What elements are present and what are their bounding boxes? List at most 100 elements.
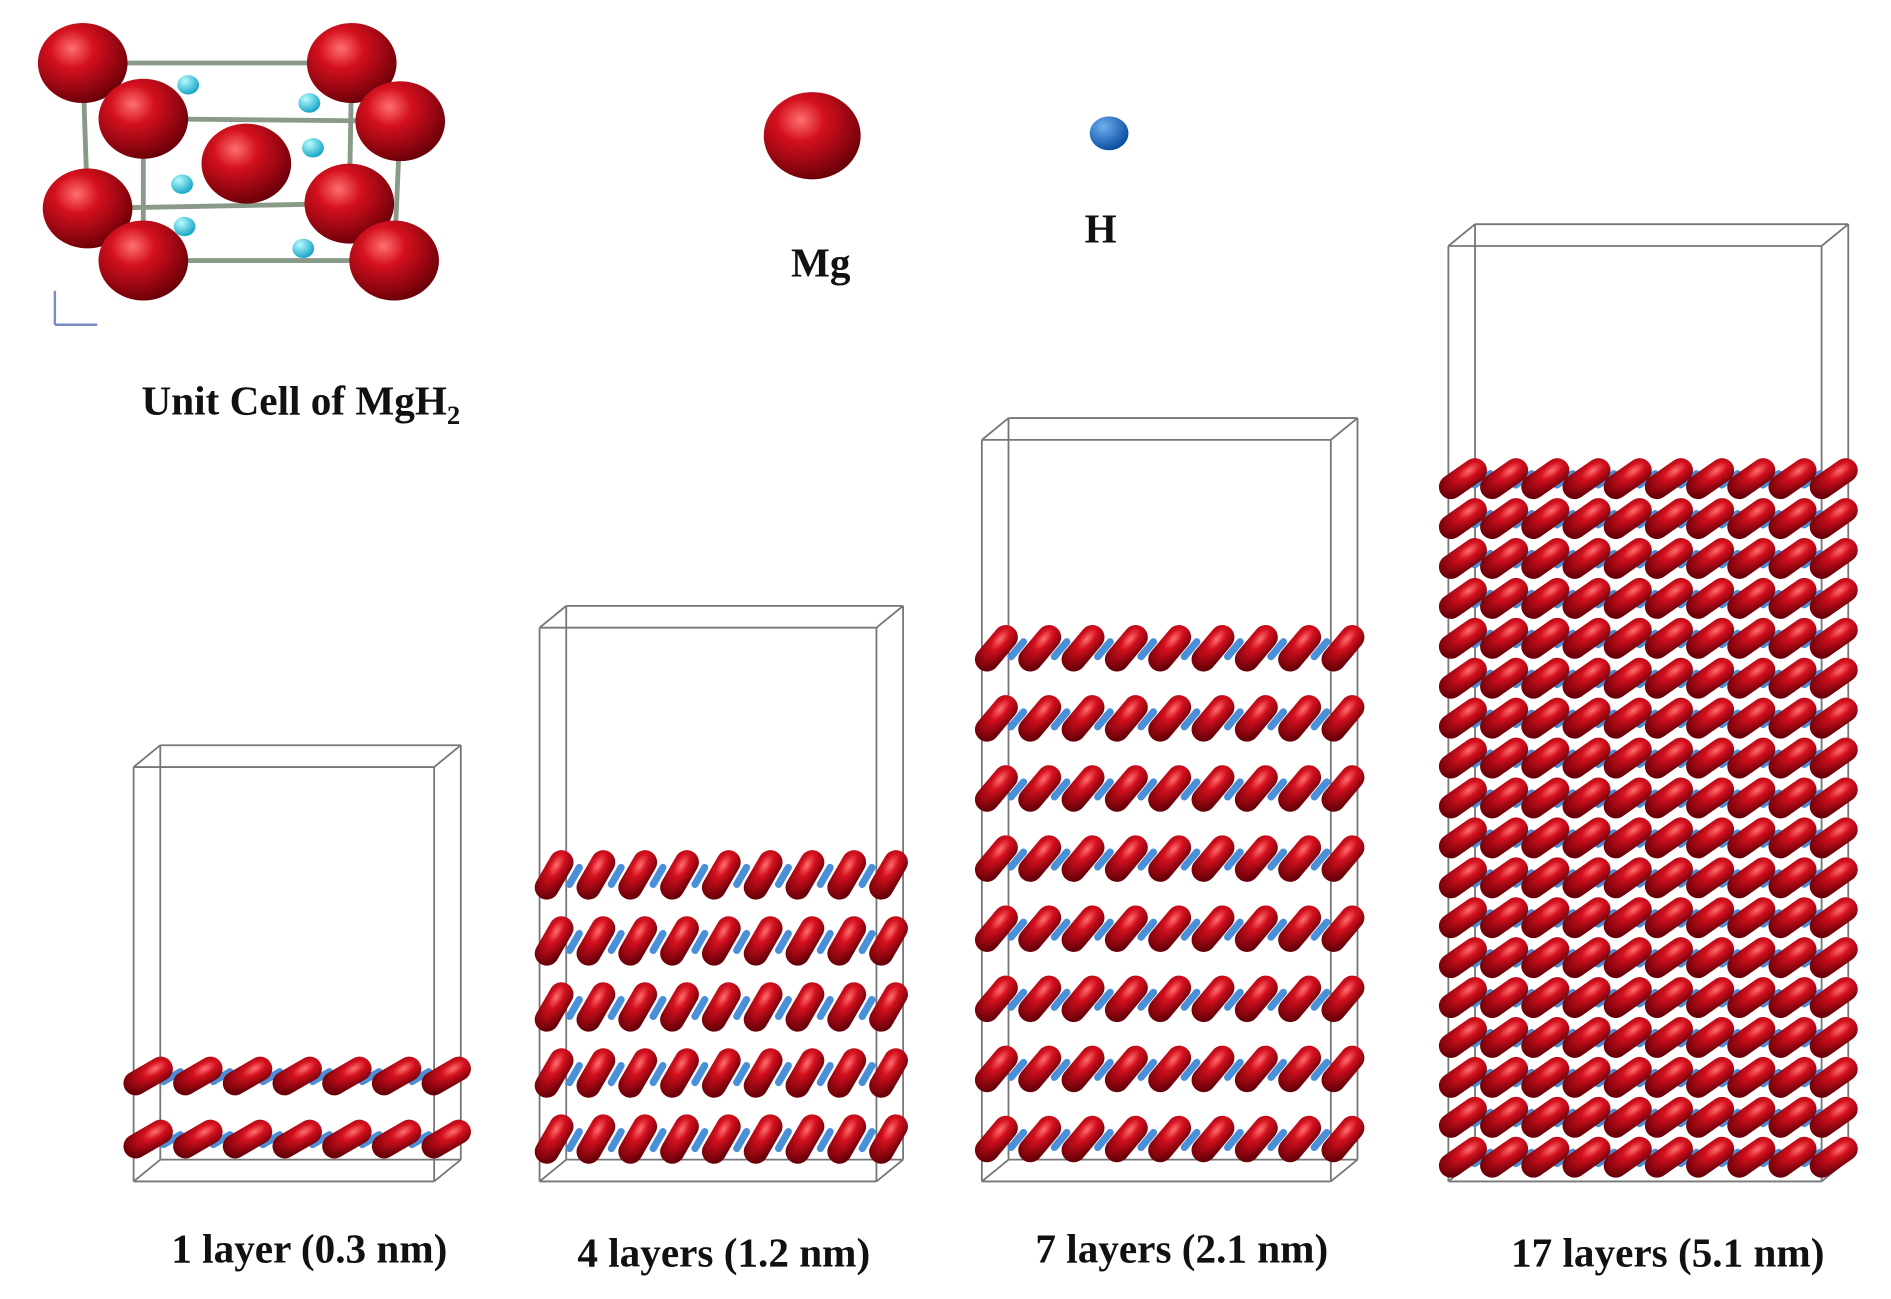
h-bond (1180, 988, 1201, 1011)
mg-atom (1480, 657, 1529, 699)
mg-atom (1191, 1045, 1235, 1093)
h-bond (1007, 1058, 1028, 1081)
mg-atom (1727, 897, 1776, 939)
mg-atom (1521, 977, 1570, 1019)
h-bond (1180, 778, 1201, 801)
mg-atom (1644, 1017, 1693, 1058)
mg-atom (1061, 1045, 1105, 1093)
mg-atom (785, 1114, 825, 1164)
mg-atom (1686, 1017, 1735, 1058)
mg-atom (1603, 617, 1652, 659)
mg-atom (1686, 737, 1735, 779)
mg-atom (1438, 1096, 1487, 1138)
mg-atom (1061, 975, 1105, 1023)
h-bond (607, 1062, 625, 1087)
mg-atom (1438, 697, 1487, 739)
panel-label: 17 layers (5.1 nm) (1511, 1229, 1824, 1276)
h-bond (1310, 1058, 1331, 1081)
h-bond (1267, 638, 1288, 661)
mg-atom (1018, 625, 1062, 672)
mg-atom (1148, 1115, 1192, 1163)
mg-atom (743, 1114, 783, 1164)
mg-atom (1521, 857, 1570, 899)
mg-atom (1727, 737, 1776, 779)
h-bond (649, 863, 667, 888)
mg-atom (1727, 697, 1776, 739)
mg-atom (272, 1056, 322, 1096)
h-bond (816, 1128, 834, 1153)
h-bond (1094, 1058, 1114, 1081)
h-atom (292, 238, 315, 259)
h-bond (774, 863, 792, 888)
mg-atom (1809, 458, 1858, 500)
h-bond (1007, 638, 1028, 661)
h-bond (1094, 708, 1114, 731)
mg-atom (1104, 1045, 1148, 1093)
mg-atom (974, 835, 1018, 882)
mg-atom (1191, 695, 1235, 742)
mg-atom (701, 982, 741, 1032)
mg-atom (1768, 937, 1817, 979)
mg-atom (1603, 937, 1652, 979)
h-bond (1180, 1058, 1201, 1081)
mg-atom (1438, 857, 1487, 899)
mg-atom (1644, 577, 1693, 619)
mg-atom (1321, 765, 1365, 812)
mg-atom (1562, 697, 1611, 739)
mg-atom (1768, 657, 1817, 699)
h-bond (358, 1068, 383, 1086)
mg-atom (1061, 1115, 1105, 1163)
h-bond (1050, 778, 1071, 801)
mg-atom (173, 1119, 223, 1159)
h-bond (1007, 708, 1028, 731)
mg-atom (1438, 817, 1487, 859)
panel-label: 7 layers (2.1 nm) (1035, 1226, 1328, 1273)
mg-atom (701, 1048, 741, 1098)
mg-atom (785, 850, 825, 900)
mg-atom (1603, 777, 1652, 819)
mg-atom (785, 916, 825, 966)
mg-atom (576, 850, 616, 900)
mg-atom (1521, 697, 1570, 739)
mg-atom (869, 1048, 908, 1098)
mg-atom (827, 982, 867, 1032)
h-bond (1224, 988, 1244, 1011)
mg-atom (534, 1114, 574, 1164)
mg-atom (1438, 1136, 1487, 1178)
h-bond (774, 1062, 792, 1087)
h-bond (209, 1068, 234, 1086)
mg-atom (1727, 977, 1776, 1019)
h-bond (607, 929, 625, 955)
mg-atom (576, 982, 616, 1032)
mg-atom (1234, 975, 1278, 1023)
mg-atom (1727, 817, 1776, 859)
mg-atom (1768, 737, 1817, 779)
h-bond (1137, 638, 1158, 661)
unit-cell-text: Unit Cell of MgH (141, 377, 446, 423)
mg-atom (1321, 905, 1365, 952)
mg-atom (1644, 1056, 1693, 1098)
mg-atom (1603, 897, 1652, 939)
mg-atom (1278, 765, 1322, 812)
mg-atom (1809, 498, 1858, 540)
mg-atom (1480, 897, 1529, 939)
mg-atom (576, 916, 616, 966)
h-bond (1224, 918, 1244, 941)
h-bond (1137, 1058, 1158, 1081)
mg-atom (421, 1056, 471, 1096)
h-bond (691, 1062, 709, 1087)
h-bond (1050, 708, 1071, 731)
mg-atom (1644, 538, 1693, 579)
mg-atom (123, 1119, 173, 1159)
mg-atom (827, 916, 867, 966)
h-bond (858, 929, 876, 955)
mg-atom (1768, 498, 1817, 540)
mg-atom (1768, 697, 1817, 739)
h-bond (1007, 1128, 1028, 1152)
h-bond (816, 1062, 834, 1087)
h-bond (607, 863, 625, 888)
h-bond (1094, 1128, 1114, 1152)
h-bond (1180, 848, 1201, 871)
mg-atom (1278, 625, 1322, 672)
mg-atom (1480, 1056, 1529, 1098)
